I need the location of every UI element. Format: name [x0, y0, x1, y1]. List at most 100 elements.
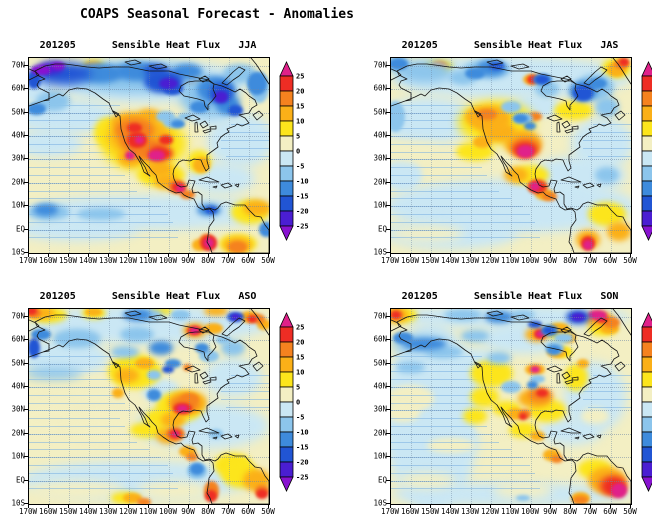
anomaly-blob	[577, 358, 589, 369]
lon-gridline	[149, 58, 150, 253]
anomaly-blob	[230, 313, 241, 320]
anomaly-blob	[507, 408, 525, 421]
anomaly-blob	[530, 430, 545, 441]
anomaly-map	[390, 308, 632, 505]
anomaly-blob	[393, 332, 413, 345]
lon-tick-label: 120W	[480, 256, 500, 265]
lat-tick-label: 50N	[373, 358, 387, 368]
lon-tick-label: 90W	[181, 507, 195, 516]
ocean-stripe	[29, 151, 125, 153]
ocean-stripe	[587, 383, 631, 385]
anomaly-blob	[137, 498, 152, 504]
panel-init-date: 201205	[39, 40, 112, 51]
anomaly-blob	[513, 113, 528, 124]
lon-tick	[228, 253, 229, 257]
anomaly-blob	[156, 110, 176, 123]
lat-tick	[24, 503, 28, 504]
lon-tick-label: 110W	[138, 256, 158, 265]
anomaly-blob	[443, 309, 483, 321]
lon-tick-label: 90W	[543, 256, 557, 265]
colorbar-label: -20	[296, 208, 309, 216]
lon-tick-label: 110W	[500, 256, 520, 265]
colorbar-segment	[279, 135, 294, 152]
anomaly-blob	[124, 151, 136, 160]
lon-tick-label: 50W	[623, 507, 637, 516]
lon-tick-label: 120W	[118, 256, 138, 265]
lat-gridline	[391, 229, 631, 231]
panel-jas: 201205 Sensible Heat Flux JAS 70N 60N 50N 4…	[373, 40, 652, 265]
ocean-stripe	[29, 190, 137, 192]
ocean-stripe	[391, 441, 499, 443]
anomaly-blob	[424, 346, 463, 358]
anomaly-blob	[503, 167, 528, 183]
colorbar-bottom-arrow	[279, 476, 294, 492]
lon-tick	[148, 253, 149, 257]
lon-tick-label: 120W	[480, 507, 500, 516]
colorbar-segment	[641, 341, 652, 358]
anomaly-blob	[242, 200, 269, 216]
anomaly-blob	[465, 67, 485, 80]
anomaly-blob	[31, 328, 51, 341]
lat-tick	[24, 205, 28, 207]
lon-tick-label: 130W	[460, 256, 480, 265]
lon-tick	[530, 504, 531, 508]
lon-tick-label: 170W	[380, 256, 400, 265]
panel-season: SON	[600, 291, 619, 302]
figure-title: COAPS Seasonal Forecast - Anomalies	[80, 7, 354, 22]
colorbar-label: 20	[296, 88, 304, 96]
colorbar-segment	[641, 371, 652, 388]
lon-tick	[48, 253, 49, 257]
ocean-stripe	[391, 128, 483, 130]
ocean-stripe	[391, 143, 483, 145]
lat-tick	[386, 479, 390, 481]
ocean-stripe	[29, 449, 149, 451]
ocean-stripe	[391, 120, 480, 122]
lon-tick	[248, 253, 249, 257]
anomaly-blob	[85, 309, 103, 316]
anomaly-blob	[255, 489, 268, 500]
lon-tick-label: 70W	[583, 507, 597, 516]
lat-gridline	[29, 159, 269, 161]
anomaly-blob	[530, 375, 545, 384]
anomaly-blob	[177, 112, 193, 121]
lon-tick	[430, 253, 431, 257]
lon-tick-label: 70W	[221, 256, 235, 265]
lon-tick-label: 130W	[98, 256, 118, 265]
lat-gridline	[391, 206, 631, 208]
ocean-stripe	[583, 139, 631, 141]
ocean-stripe	[221, 147, 269, 149]
lat-tick	[24, 181, 28, 183]
colorbar-segment	[279, 195, 294, 212]
panel-season: JAS	[600, 40, 619, 51]
lon-gridline	[550, 58, 552, 253]
lon-tick	[410, 253, 411, 257]
colorbar-label: 0	[296, 399, 300, 407]
lon-tick-label: 50W	[623, 256, 637, 265]
lon-tick	[450, 504, 451, 508]
anomaly-blob	[53, 328, 101, 348]
lat-tick	[24, 252, 28, 253]
lon-tick	[530, 253, 531, 257]
colorbar-segment	[279, 416, 294, 433]
colorbar-label: 25	[296, 73, 304, 81]
anomaly-blob	[204, 309, 229, 316]
anomaly-blob	[550, 455, 563, 464]
colorbar-segment	[279, 180, 294, 197]
lat-tick	[386, 181, 390, 183]
colorbar-segment	[279, 341, 294, 358]
lon-tick	[108, 253, 109, 257]
lon-tick	[208, 253, 209, 257]
colorbar-segment	[641, 356, 652, 373]
colorbar-bottom-arrow	[641, 225, 652, 241]
ocean-stripe	[230, 375, 269, 377]
lon-gridline	[531, 58, 532, 253]
ocean-stripe	[592, 375, 631, 377]
ocean-stripe	[587, 132, 631, 134]
lon-tick-label: 60W	[241, 507, 255, 516]
anomaly-blob	[228, 104, 243, 117]
anomaly-blob	[391, 310, 402, 320]
anomaly-blob	[607, 221, 631, 242]
colorbar-segment	[279, 326, 294, 343]
ocean-stripe	[29, 128, 121, 130]
colorbar-segment	[279, 210, 294, 227]
